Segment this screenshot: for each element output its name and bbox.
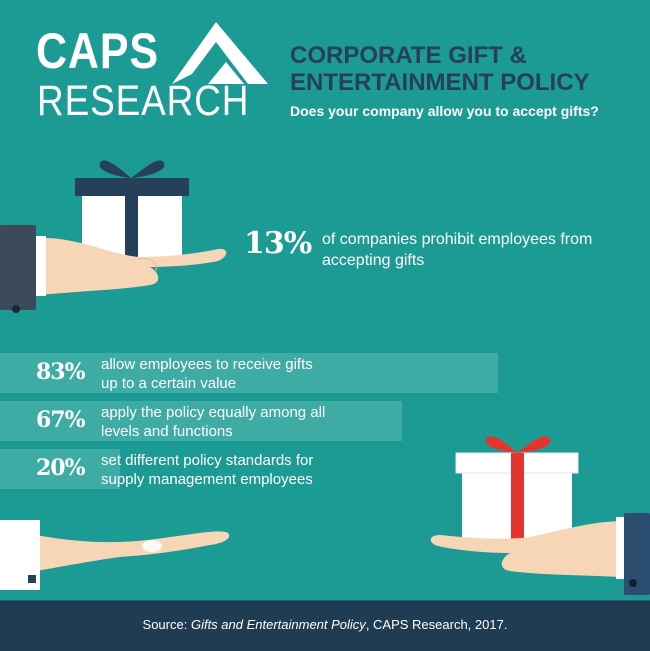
footer-source-suffix: , CAPS Research, 2017. bbox=[365, 617, 508, 632]
bar-category-label-line: allow employees to receive gifts bbox=[101, 356, 313, 373]
bar-category-label-line: supply management employees bbox=[101, 471, 313, 488]
page-title-line-2: ENTERTAINMENT POLICY bbox=[290, 69, 590, 96]
footer-source: Source: Gifts and Entertainment Policy, … bbox=[0, 617, 650, 632]
hand-holding-red-gift-illustration bbox=[430, 436, 650, 595]
logo-research-text: RESEARCH bbox=[37, 77, 250, 125]
bar-value-label: 67% bbox=[36, 407, 86, 433]
bar-value-label: 20% bbox=[36, 455, 86, 481]
headline-stat-value: 13% bbox=[244, 226, 312, 261]
logo-caps-text: CAPS bbox=[36, 23, 159, 79]
footer-bar bbox=[0, 600, 650, 651]
hand-icon bbox=[0, 520, 230, 590]
footer-source-prefix: Source: bbox=[142, 617, 191, 632]
gift-box-icon bbox=[455, 436, 579, 545]
bar-category-label-line: levels and functions bbox=[101, 423, 233, 440]
bar-2 bbox=[0, 401, 402, 441]
page-title-line-1: CORPORATE GIFT & bbox=[290, 42, 527, 69]
page-subtitle: Does your company allow you to accept gi… bbox=[290, 103, 599, 119]
hand-icon bbox=[0, 225, 227, 313]
bar-3 bbox=[0, 449, 120, 489]
open-hand-illustration bbox=[0, 520, 230, 590]
caps-logo-mark-icon bbox=[172, 22, 268, 84]
bar-category-label-line: set different policy standards for bbox=[101, 452, 314, 469]
footer-source-title: Gifts and Entertainment Policy bbox=[190, 617, 366, 632]
headline-stat-label: of companies prohibit employees from acc… bbox=[322, 231, 593, 269]
bar-category-label-line: up to a certain value bbox=[101, 375, 237, 392]
bar-category-label-line: apply the policy equally among all bbox=[101, 404, 326, 421]
hand-icon bbox=[430, 513, 650, 595]
bar-1 bbox=[0, 353, 498, 393]
page-title: CORPORATE GIFT & ENTERTAINMENT POLICY bbox=[290, 42, 640, 96]
bar-category-label: allow employees to receive gifts up to a … bbox=[101, 355, 401, 393]
hand-holding-gift-illustration bbox=[0, 160, 227, 313]
bar-category-label: set different policy standards for supply… bbox=[101, 451, 401, 489]
bar-category-label: apply the policy equally among all levels… bbox=[101, 403, 401, 441]
bar-value-label: 83% bbox=[36, 359, 86, 385]
